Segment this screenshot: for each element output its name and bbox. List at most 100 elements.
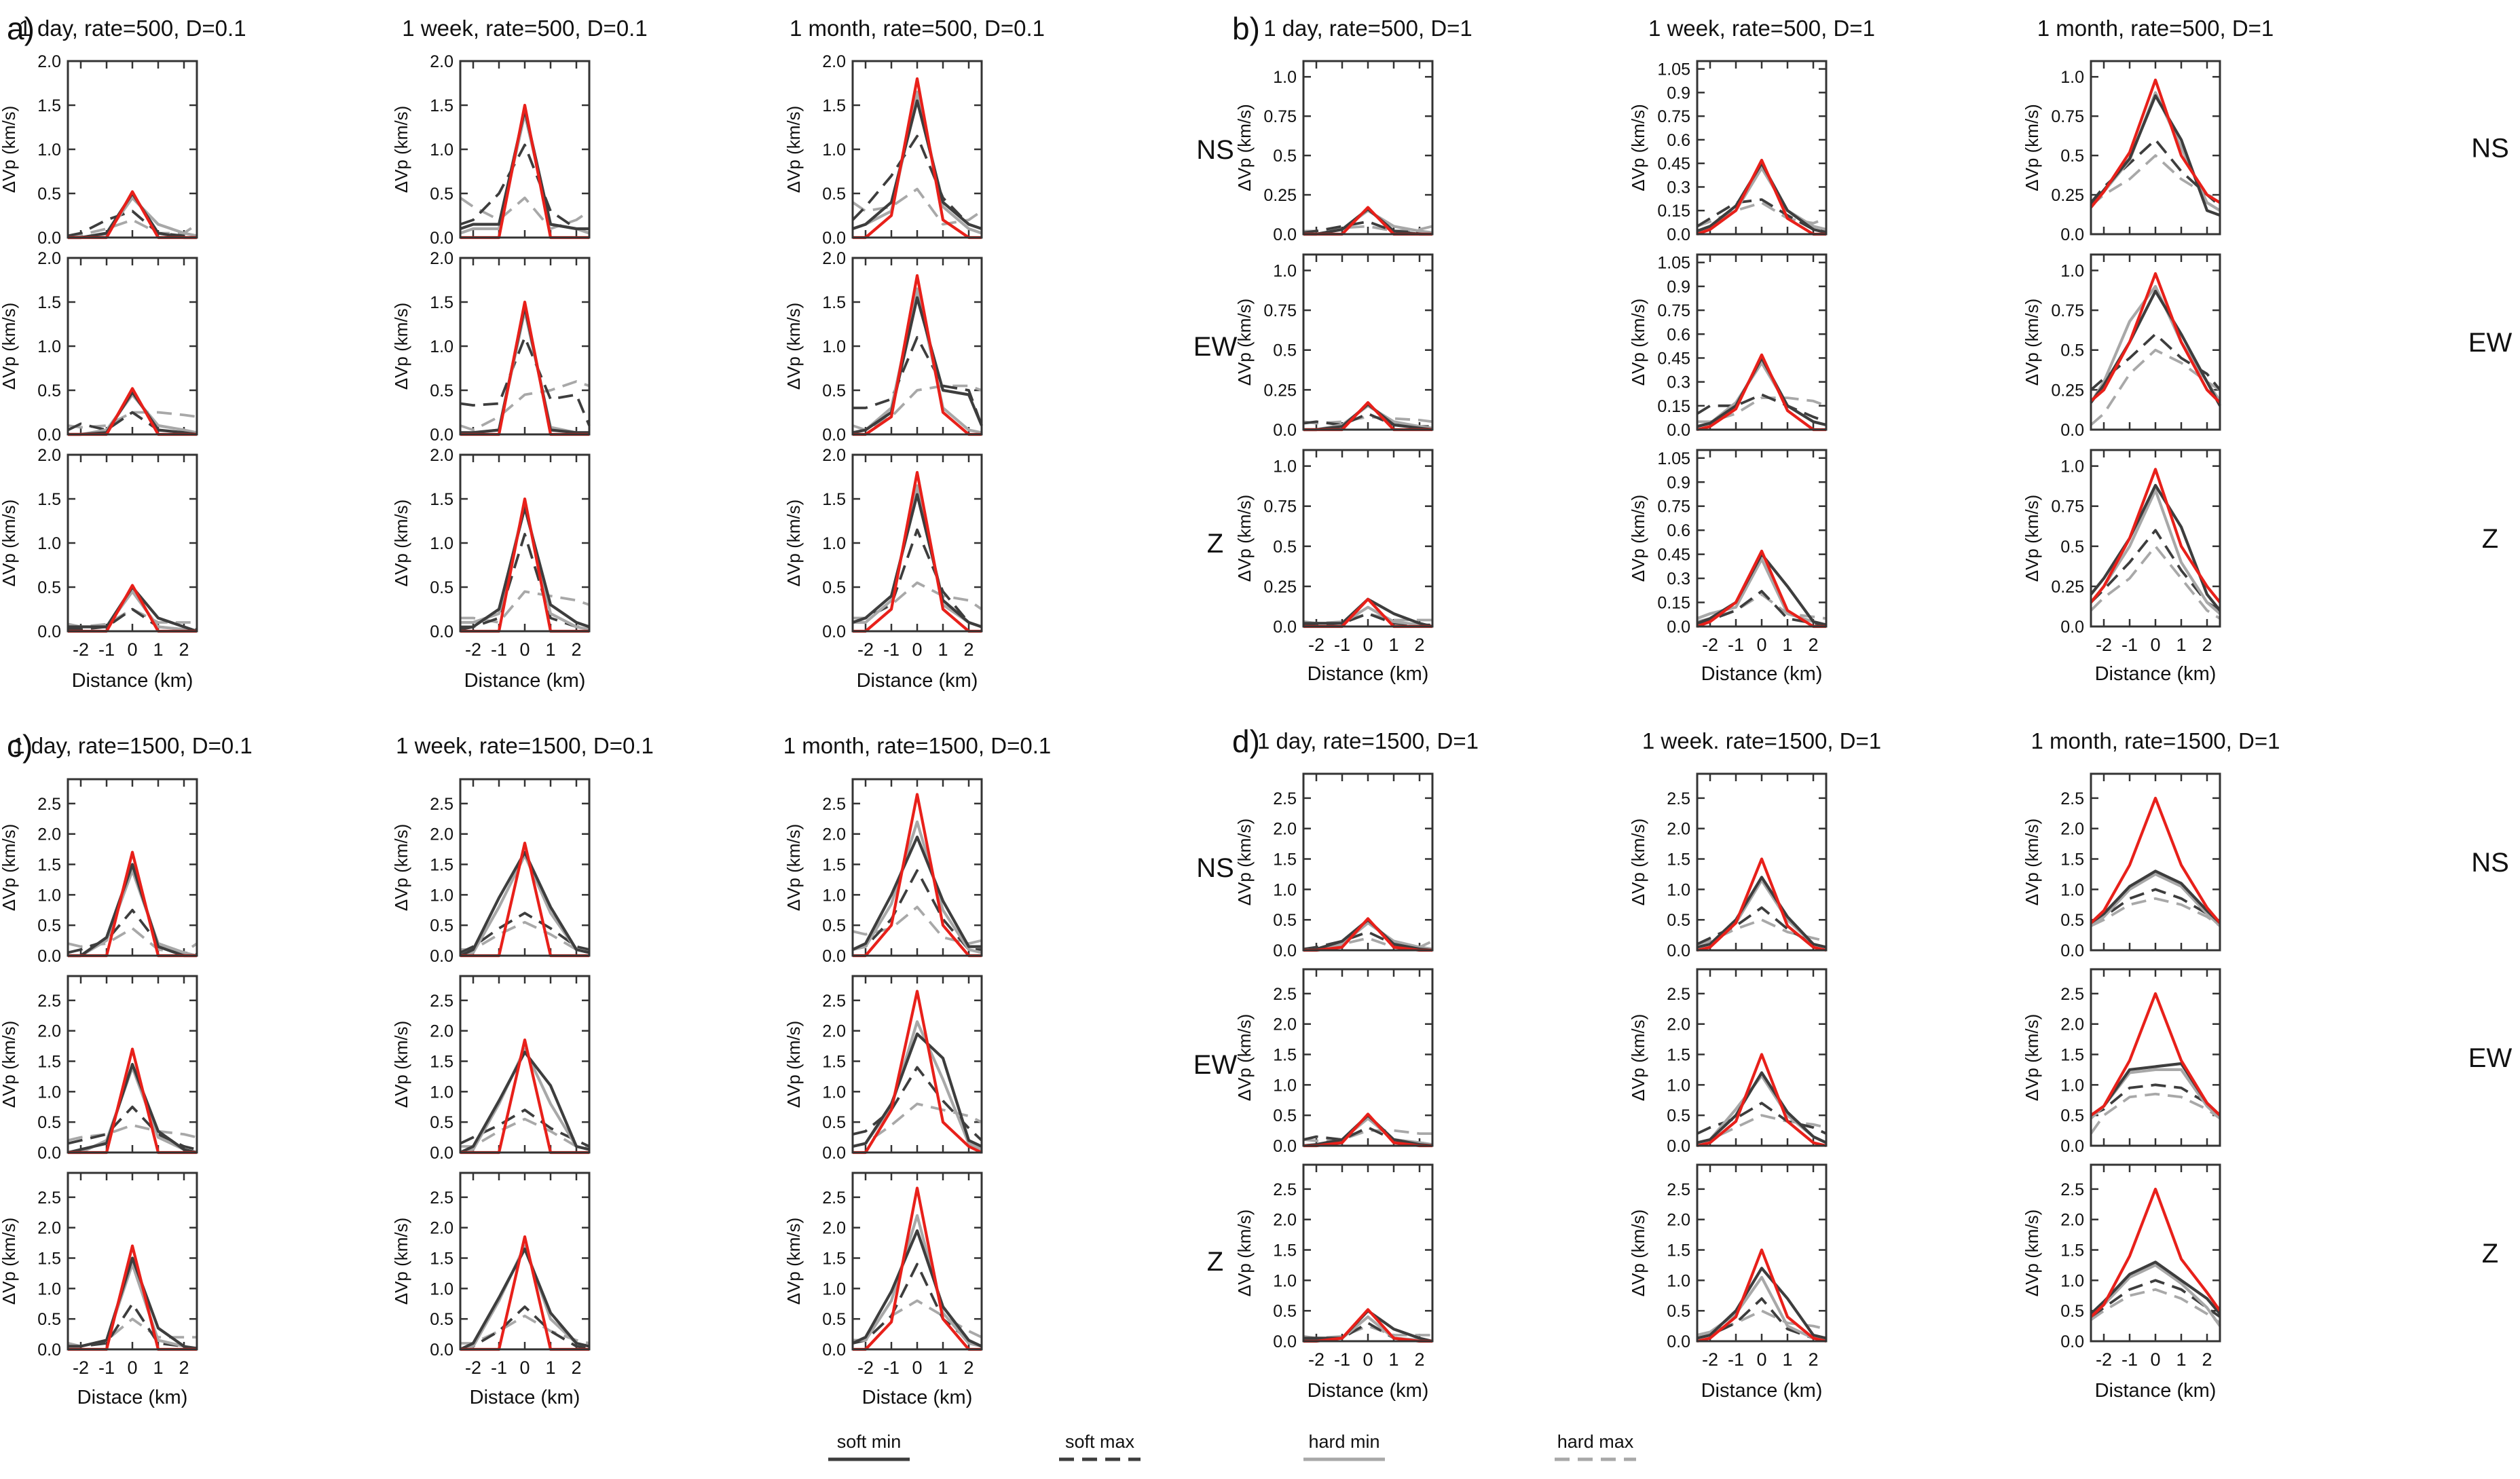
- y-axis-label: ΔVp (km/s): [2022, 495, 2042, 582]
- axes-z: -2 -1 0 1 2 0.0 0.5 1.0 1.5 2.0 2.5 ΔVp (km/s): [1234, 1163, 1434, 1370]
- y-tick-label: 0.0: [1273, 1137, 1297, 1156]
- axes-ew: 0.0 0.5 1.0 1.5 2.0 ΔVp (km/s): [0, 249, 198, 445]
- series-hard-min: [2090, 284, 2221, 404]
- y-tick-label: 0.5: [1273, 1302, 1297, 1321]
- series-hard-min: [2090, 872, 2221, 927]
- y-tick-label: 0.3: [1667, 569, 1690, 588]
- y-tick-label: 1.5: [430, 1250, 453, 1269]
- y-tick-label: 1.0: [1273, 457, 1297, 476]
- y-tick-label: 1.0: [2060, 261, 2084, 280]
- y-tick-label: 0.5: [2060, 1106, 2084, 1125]
- series-hard-min: [852, 90, 982, 235]
- series-soft-max: [2090, 1279, 2221, 1318]
- x-tick-label: -2: [857, 639, 874, 660]
- y-tick-label: 1.0: [1273, 1076, 1297, 1095]
- axes-frame: [67, 1172, 198, 1351]
- x-axis-label: Distace (km): [862, 1387, 973, 1408]
- axes-ns: 0.0 0.5 1.0 1.5 2.0 2.5 ΔVp (km/s): [1234, 772, 1434, 960]
- y-tick-label: 1.5: [430, 856, 453, 875]
- y-axis-label: ΔVp (km/s): [391, 500, 411, 587]
- axes-frame: [459, 1172, 591, 1351]
- axes-frame: [2090, 772, 2221, 952]
- legend-label: hard max: [1557, 1431, 1634, 1452]
- subplot-a-2: 1 week, rate=500, D=0.1 0.0 0.5 1.0 1.5 2.0 ΔV…: [391, 16, 648, 692]
- subplot-d-3: 1 month, rate=1500, D=1 0.0 0.5 1.0 1.5 2.0 2.…: [2022, 728, 2512, 1402]
- axes-z: -2 -1 0 1 2 0.0 0.5 1.0 1.5 2.0 ΔVp (km/s) Z: [783, 446, 1223, 660]
- y-tick-label: 0.3: [1667, 178, 1690, 197]
- y-tick-label: 1.0: [430, 1083, 453, 1102]
- series-soft-max: [1697, 1102, 1827, 1135]
- y-tick-label: 0.25: [1263, 186, 1297, 205]
- x-tick-label: 0: [519, 639, 530, 660]
- axes-frame: [2090, 60, 2221, 236]
- y-tick-label: 0.5: [430, 381, 453, 400]
- axes-frame: [1302, 968, 1434, 1147]
- y-tick-label: 0.5: [1273, 1106, 1297, 1125]
- y-tick-label: 1.0: [822, 1279, 846, 1298]
- subplot-c-1: 1 day, rate=1500, D=0.1 0.0 0.5 1.0 1.5 2.0 2.…: [0, 733, 253, 1408]
- series-reference: [2090, 1187, 2221, 1318]
- x-tick-label: 2: [179, 639, 189, 660]
- y-axis-label: ΔVp (km/s): [2022, 299, 2042, 386]
- x-tick-label: 1: [2176, 635, 2186, 655]
- series-soft-min: [2090, 289, 2221, 407]
- y-tick-label: 1.5: [822, 293, 846, 312]
- series-reference: [2090, 992, 2221, 1117]
- x-tick-label: 1: [153, 1358, 163, 1378]
- x-axis-label: Distance (km): [1308, 663, 1429, 685]
- y-tick-label: 1.5: [430, 1053, 453, 1072]
- axes-frame: [459, 257, 591, 436]
- y-tick-label: 1.5: [37, 96, 61, 115]
- y-tick-label: 2.5: [822, 1188, 846, 1207]
- series-hard-min: [460, 502, 590, 631]
- subplot-a-1: 1 day, rate=500, D=0.1 0.0 0.5 1.0 1.5 2.0 ΔVp…: [0, 16, 246, 692]
- x-axis-label: Distance (km): [72, 670, 193, 692]
- y-tick-label: 0.0: [1667, 1137, 1690, 1156]
- series-hard-max: [1303, 415, 1433, 425]
- series-soft-min: [2090, 1260, 2221, 1315]
- y-tick-label: 0.5: [1273, 147, 1297, 166]
- axes-ew: 0.0 0.5 1.0 1.5 2.0 ΔVp (km/s): [391, 249, 591, 445]
- subplot-title: 1 day, rate=500, D=0.1: [18, 16, 246, 41]
- axes-ew: 0.0 0.5 1.0 1.5 2.0 2.5 ΔVp (km/s) EW: [783, 975, 1237, 1163]
- axes-z: -2 -1 0 1 2 0.0 0.5 1.0 1.5 2.0 ΔVp (km/s): [0, 446, 198, 660]
- row-label-ew: EW: [1193, 332, 1238, 362]
- y-tick-label: 2.5: [2060, 985, 2084, 1004]
- y-tick-label: 1.0: [430, 337, 453, 356]
- y-tick-label: 0.25: [2051, 186, 2084, 205]
- y-axis-label: ΔVp (km/s): [783, 824, 804, 912]
- axes-ew: 0.0 0.25 0.5 0.75 1.0 ΔVp (km/s) EW: [2022, 253, 2512, 440]
- x-tick-label: 2: [2202, 1349, 2212, 1370]
- y-tick-label: 2.5: [822, 992, 846, 1011]
- y-tick-label: 2.5: [37, 992, 61, 1011]
- y-tick-label: 0.5: [2060, 911, 2084, 930]
- x-tick-label: -2: [857, 1358, 874, 1378]
- axes-ns: 0.0 0.5 1.0 1.5 2.0 ΔVp (km/s): [0, 52, 198, 248]
- x-tick-label: -2: [1308, 635, 1324, 655]
- x-tick-label: 0: [2150, 635, 2160, 655]
- y-tick-label: 0.5: [430, 578, 453, 597]
- series-hard-min: [852, 1020, 982, 1151]
- y-axis-label: ΔVp (km/s): [391, 824, 411, 912]
- y-tick-label: 0.5: [430, 185, 453, 204]
- y-tick-label: 0.5: [430, 1113, 453, 1132]
- y-tick-label: 1.0: [822, 337, 846, 356]
- y-tick-label: 0.75: [2051, 498, 2084, 517]
- axes-frame: [67, 257, 198, 436]
- y-tick-label: 0.0: [430, 1341, 453, 1360]
- x-axis-label: Distance (km): [464, 670, 586, 692]
- axes-z: -2 -1 0 1 2 0.0 0.5 1.0 1.5 2.0 2.5 ΔVp (km/s): [1628, 1163, 1828, 1370]
- legend-item-soft-max: soft max: [1059, 1431, 1141, 1461]
- x-tick-label: -1: [883, 639, 900, 660]
- y-tick-label: 1.0: [2060, 457, 2084, 476]
- x-tick-label: 1: [1782, 635, 1792, 655]
- y-axis-label: ΔVp (km/s): [391, 1218, 411, 1305]
- series-soft-min: [2090, 869, 2221, 924]
- y-axis-label: ΔVp (km/s): [0, 500, 19, 587]
- y-tick-label: 1.5: [430, 96, 453, 115]
- y-axis-label: ΔVp (km/s): [1234, 495, 1255, 582]
- y-tick-label: 0.0: [822, 1341, 846, 1360]
- subplot-title: 1 day, rate=1500, D=1: [1257, 728, 1479, 753]
- subplot-a-3: 1 month, rate=500, D=0.1 0.0 0.5 1.0 1.5 2.0 Δ…: [783, 16, 1237, 692]
